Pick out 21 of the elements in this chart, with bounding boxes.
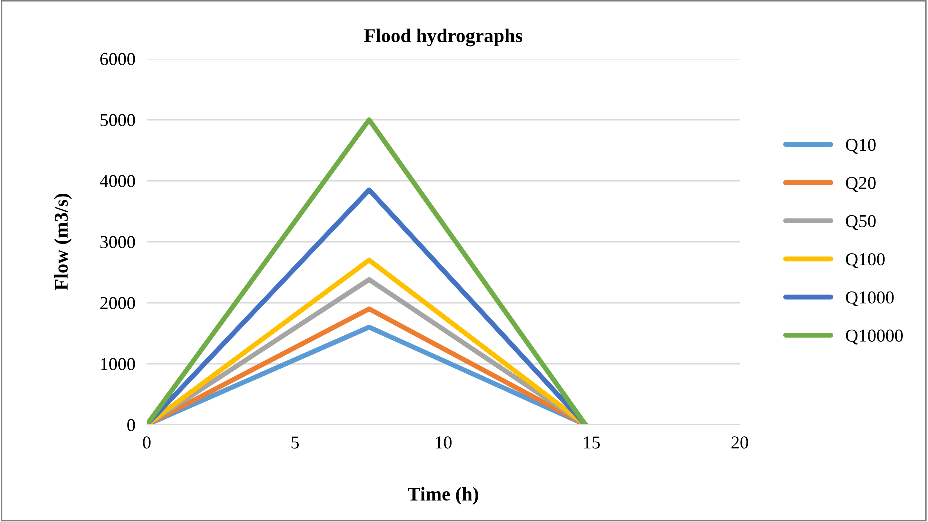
chart-title: Flood hydrographs [364,28,523,47]
y-tick-label: 6000 [100,53,136,66]
legend-label: Q1000 [846,292,894,307]
x-tick-label: 0 [143,436,151,449]
legend-label: Q20 [846,177,876,192]
x-tick-label: 10 [436,436,452,449]
y-tick-label: 3000 [100,236,136,248]
y-tick-label: 5000 [100,114,136,126]
y-axis-title: Flow (m3/s) [54,194,72,291]
legend-label: Q10000 [846,330,903,345]
x-axis-title: Time (h) [408,487,478,505]
legend-label: Q50 [846,215,876,230]
y-tick-label: 1000 [101,358,136,370]
legend-label: Q100 [846,253,885,268]
x-tick-label: 15 [584,436,600,449]
legend-label: Q10 [846,139,876,154]
y-tick-label: 0 [128,419,136,432]
y-tick-label: 2000 [100,297,136,310]
x-tick-label: 20 [732,436,748,449]
x-tick-label: 5 [292,436,300,449]
y-tick-label: 4000 [100,175,136,188]
